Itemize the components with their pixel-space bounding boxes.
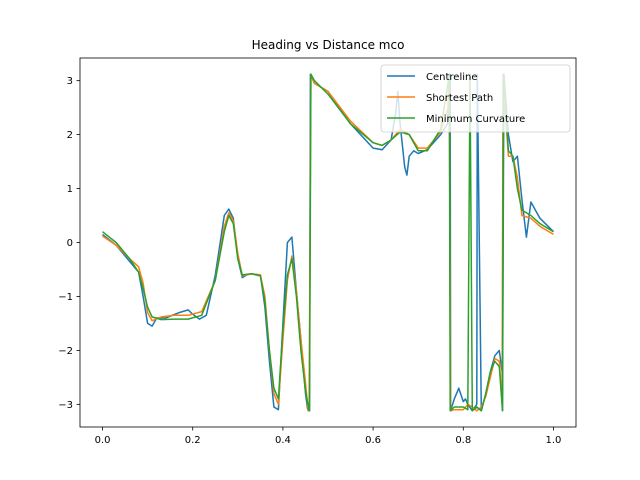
x-tick-label: 0.2 — [185, 435, 201, 446]
y-tick-label: −2 — [58, 346, 73, 357]
y-tick-label: 3 — [67, 76, 73, 87]
y-tick-label: −3 — [58, 400, 73, 411]
x-tick-label: 0.4 — [275, 435, 291, 446]
y-tick-label: 0 — [67, 238, 73, 249]
legend-box — [380, 64, 571, 133]
x-tick-label: 0.0 — [95, 435, 111, 446]
y-tick-label: −1 — [58, 292, 73, 303]
legend: Centreline Shortest Path Minimum Curvature — [380, 64, 571, 133]
y-tick-label: 1 — [67, 184, 73, 195]
x-tick-label: 1.0 — [546, 435, 562, 446]
legend-label-0: Centreline — [426, 72, 477, 83]
x-tick-label: 0.8 — [455, 435, 471, 446]
x-tick-label: 0.6 — [365, 435, 381, 446]
y-tick-label: 2 — [67, 130, 73, 141]
plot-lines — [102, 73, 555, 412]
legend-label-1: Shortest Path — [426, 93, 493, 104]
x-axis: 0.0 0.2 0.4 0.6 0.8 1.0 — [95, 427, 562, 446]
legend-label-2: Minimum Curvature — [426, 114, 525, 125]
chart-title: Heading vs Distance mco — [252, 38, 405, 52]
y-axis: −3 −2 −1 0 1 2 3 — [58, 76, 80, 411]
series-line-2 — [102, 73, 554, 412]
